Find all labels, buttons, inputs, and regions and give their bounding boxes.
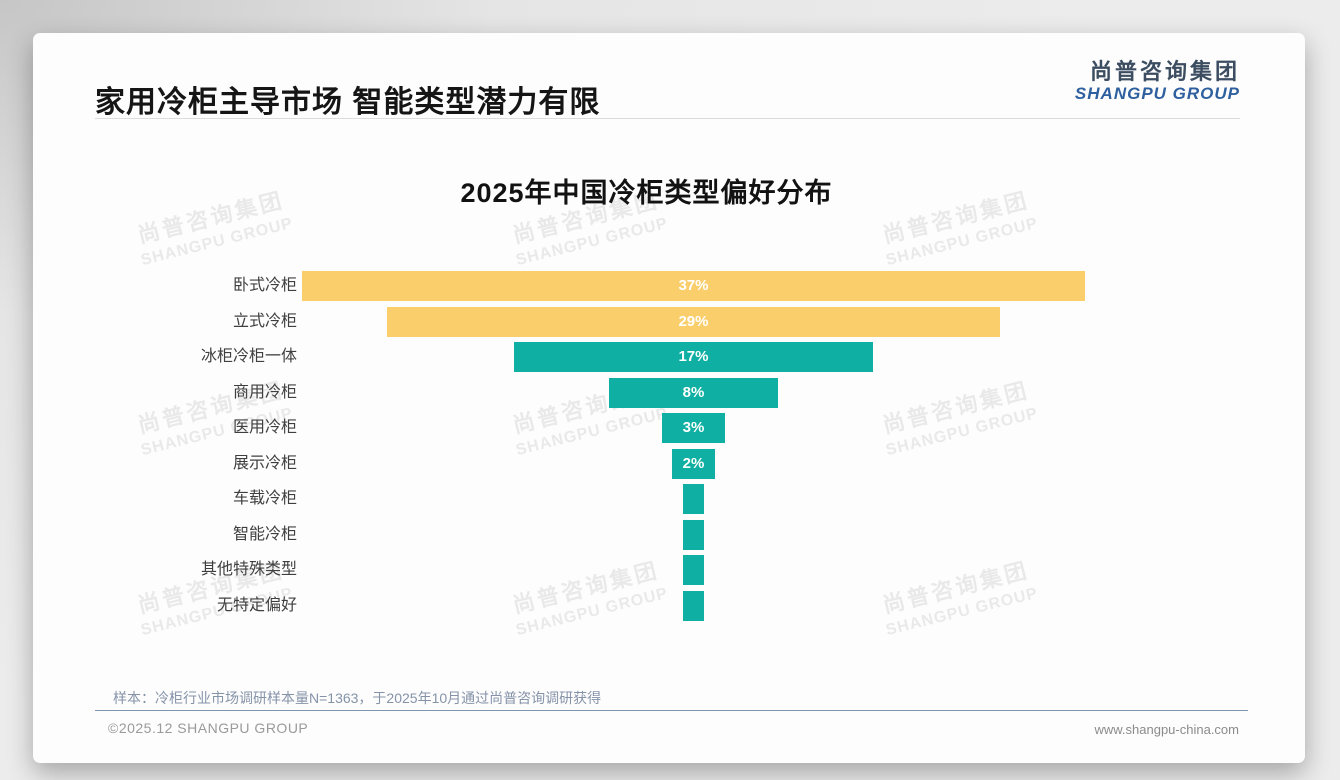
watermark-line-en: SHANGPU GROUP [514,214,670,270]
chart-row: 卧式冷柜 37% [33,271,1305,301]
chart-bar [682,519,705,550]
chart-bar [682,555,705,585]
chart-bar: 8% [608,377,779,408]
chart-title: 2025年中国冷柜类型偏好分布 [460,178,833,208]
chart-bar: 3% [661,413,726,443]
chart-bar [682,590,705,621]
page-title: 家用冷柜主导市场 智能类型潜力有限 [95,86,601,119]
category-label: 智能冷柜 [232,525,297,543]
category-label: 立式冷柜 [232,312,297,330]
chart-bar: 37% [302,271,1085,301]
chart-row: 其他特殊类型 [33,555,1305,585]
watermark-line-en: SHANGPU GROUP [884,214,1040,270]
chart-row: 商用冷柜 8% [33,377,1305,408]
chart-row: 立式冷柜 29% [33,306,1305,337]
footer-copyright: ©2025.12 SHANGPU GROUP [108,720,309,736]
category-label: 其他特殊类型 [200,561,297,578]
chart-bar: 2% [672,448,715,479]
category-label: 车载冷柜 [232,490,297,507]
chart-row: 车载冷柜 [33,484,1305,514]
chart-row: 医用冷柜 3% [33,413,1305,443]
footer-url: www.shangpu-china.com [1094,722,1239,737]
header-divider [95,118,1240,119]
chart-bar: 17% [513,342,874,372]
category-label: 无特定偏好 [216,596,297,614]
company-logo: 尚普咨询集团 SHANGPU GROUP [1075,59,1240,104]
category-label: 卧式冷柜 [232,277,297,294]
chart-bar: 29% [386,306,1001,337]
logo-text-en: SHANGPU GROUP [1074,84,1240,104]
category-label: 冰柜冷柜一体 [200,348,297,365]
slide-card: 尚普咨询集团 SHANGPU GROUP 尚普咨询集团 SHANGPU GROUP 尚普… [33,33,1305,763]
category-label: 商用冷柜 [232,383,297,401]
category-label: 展示冷柜 [232,454,297,472]
chart-row: 展示冷柜 2% [33,448,1305,479]
category-label: 医用冷柜 [232,419,297,436]
logo-text-cn: 尚普咨询集团 [1089,59,1240,84]
sample-note: 样本：冷柜行业市场调研样本量N=1363，于2025年10月通过尚普咨询调研获得 [113,690,602,706]
watermark-line-en: SHANGPU GROUP [139,214,295,270]
chart-row: 无特定偏好 [33,590,1305,621]
chart-bar [682,484,705,514]
footer-divider [95,710,1248,711]
funnel-bar-chart: 卧式冷柜 37% 立式冷柜 29% 冰柜冷柜一体 17% 商用冷柜 8% 医用冷柜 3% 展示冷柜 2… [33,271,1305,631]
chart-row: 智能冷柜 [33,519,1305,550]
chart-row: 冰柜冷柜一体 17% [33,342,1305,372]
